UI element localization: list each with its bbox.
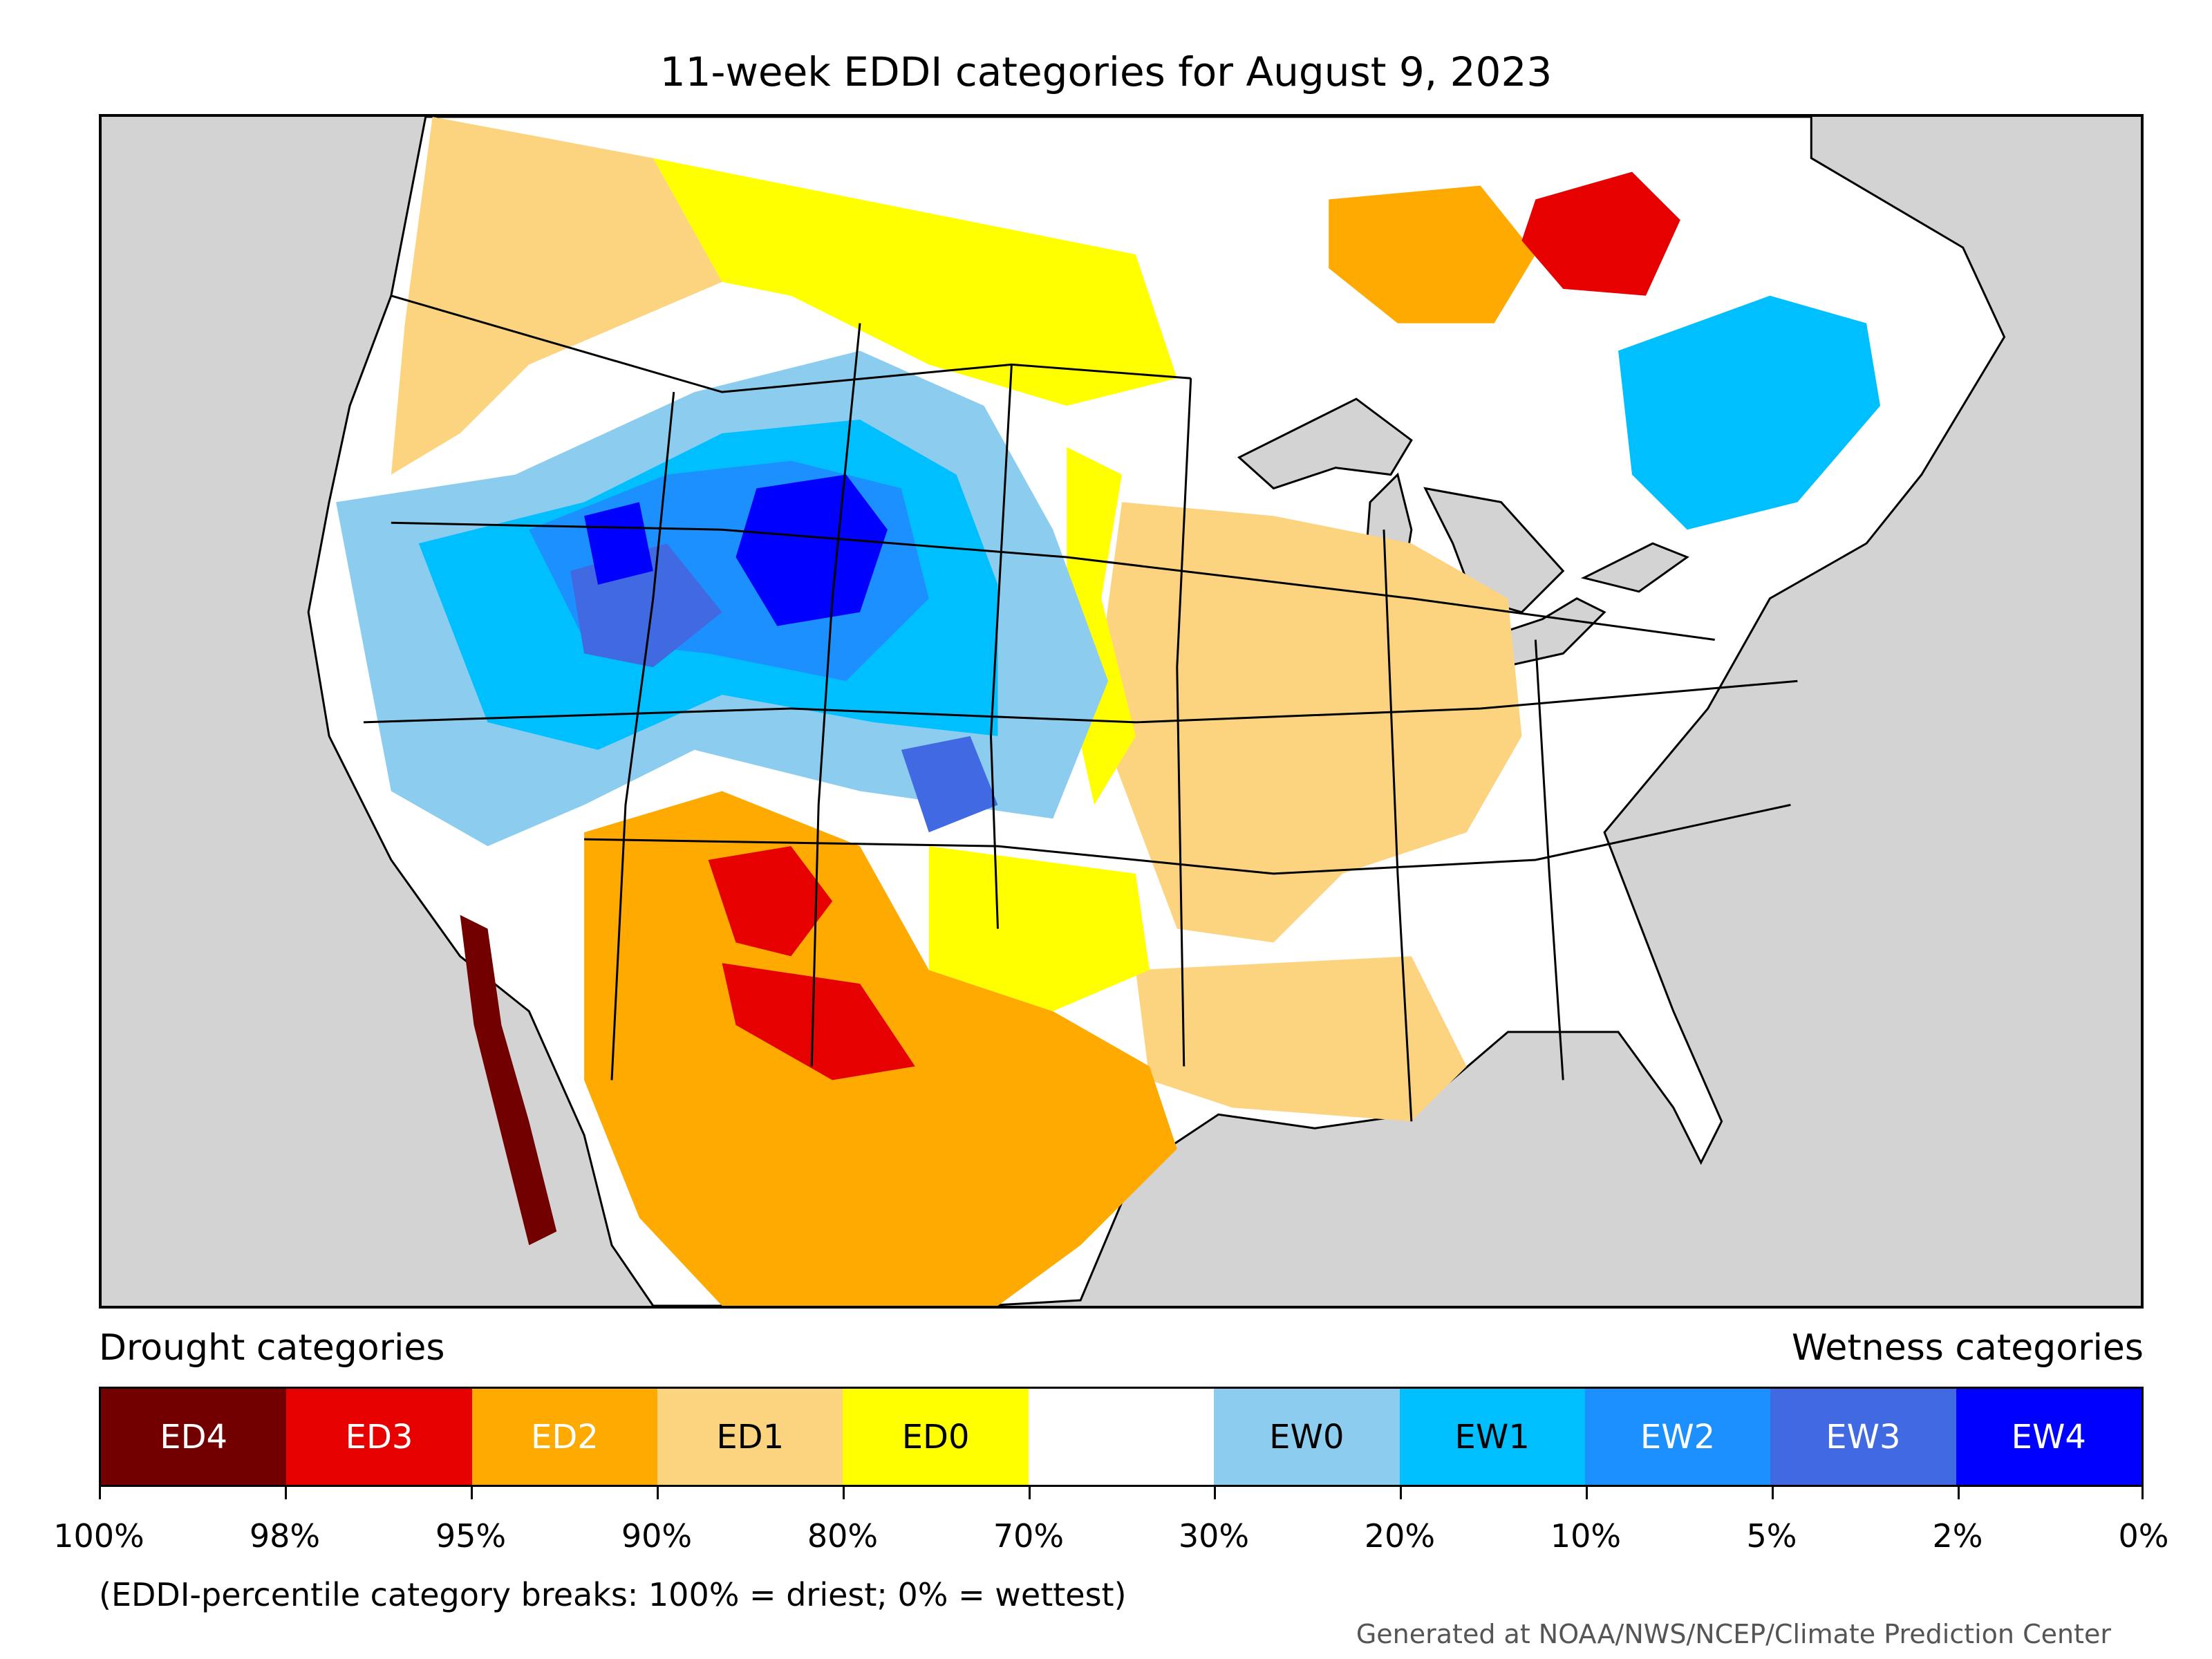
map-title: 11-week EDDI categories for August 9, 20… (659, 48, 1553, 95)
ed3-region-ontario (1521, 171, 1680, 296)
category-note: (EDDI-percentile category breaks: 100% =… (99, 1576, 1127, 1613)
legend-swatch-ew4: EW4 (1956, 1389, 2141, 1485)
colorbar-tick (285, 1487, 287, 1499)
colorbar-tick-label: 20% (1364, 1517, 1436, 1555)
ed0-region-canada (653, 158, 1177, 406)
colorbar-tick (1958, 1487, 1960, 1499)
eddi-map (99, 114, 2144, 1309)
ew1-region-northeast (1618, 295, 1881, 530)
colorbar-tick-label: 10% (1550, 1517, 1622, 1555)
colorbar-tick (1029, 1487, 1031, 1499)
wetness-categories-heading: Wetness categories (1792, 1327, 2144, 1369)
ed3-region-newmexico (708, 846, 915, 1080)
category-colorbar: ED4 ED3 ED2 ED1 ED0 EW0 EW1 EW2 EW3 EW4 (99, 1387, 2144, 1487)
legend-swatch-normal (1028, 1389, 1215, 1485)
ed1-region-south (1135, 956, 1467, 1122)
legend-swatch-ed1: ED1 (657, 1389, 843, 1485)
colorbar-tick-label: 70% (993, 1517, 1065, 1555)
colorbar-tick-label: 100% (53, 1517, 144, 1555)
legend-swatch-ed3: ED3 (286, 1389, 472, 1485)
colorbar-tick (2141, 1487, 2144, 1499)
colorbar-tick-label: 95% (435, 1517, 507, 1555)
legend-swatch-ew3: EW3 (1770, 1389, 1956, 1485)
legend-swatch-ew2: EW2 (1584, 1389, 1771, 1485)
ed0-region-texas (928, 846, 1150, 1011)
colorbar-tick (1586, 1487, 1588, 1499)
credit-line: Generated at NOAA/NWS/NCEP/Climate Predi… (1356, 1619, 2111, 1649)
ew3-region-rockies (570, 543, 998, 833)
legend-swatch-ew1: EW1 (1399, 1389, 1585, 1485)
state-boundaries (363, 294, 1798, 1122)
colorbar-tick (1400, 1487, 1402, 1499)
drought-categories-heading: Drought categories (99, 1327, 445, 1369)
colorbar-tick-label: 90% (621, 1517, 693, 1555)
colorbar-tick-label: 98% (249, 1517, 321, 1555)
colorbar-tick (471, 1487, 473, 1499)
colorbar-tick (843, 1487, 845, 1499)
ew4-region-wyoming (584, 474, 888, 626)
ed1-region-midwest (1094, 502, 1522, 943)
colorbar-tick-label: 30% (1178, 1517, 1250, 1555)
ed4-region-baja (460, 915, 557, 1246)
map-canvas (307, 117, 2006, 1306)
colorbar-tick-label: 80% (807, 1517, 879, 1555)
legend-swatch-ed2: ED2 (471, 1389, 658, 1485)
legend-swatch-ed0: ED0 (843, 1389, 1029, 1485)
colorbar-tick (1772, 1487, 1774, 1499)
ed2-region-ontario (1329, 185, 1536, 324)
legend-swatch-ew0: EW0 (1214, 1389, 1400, 1485)
colorbar-tick-label: 2% (1932, 1517, 1983, 1555)
colorbar-tick (99, 1487, 101, 1499)
colorbar-tick-label: 5% (1746, 1517, 1797, 1555)
colorbar-tick-label: 0% (2118, 1517, 2169, 1555)
ed1-region-pacnw (391, 117, 722, 475)
legend-swatch-ed4: ED4 (101, 1389, 287, 1485)
colorbar-tick (657, 1487, 659, 1499)
colorbar-tick (1214, 1487, 1216, 1499)
colorbar-ticks: 100% 98% 95% 90% 80% 70% 30% 20% 10% 5% 2% 0% (53, 1487, 2168, 1555)
